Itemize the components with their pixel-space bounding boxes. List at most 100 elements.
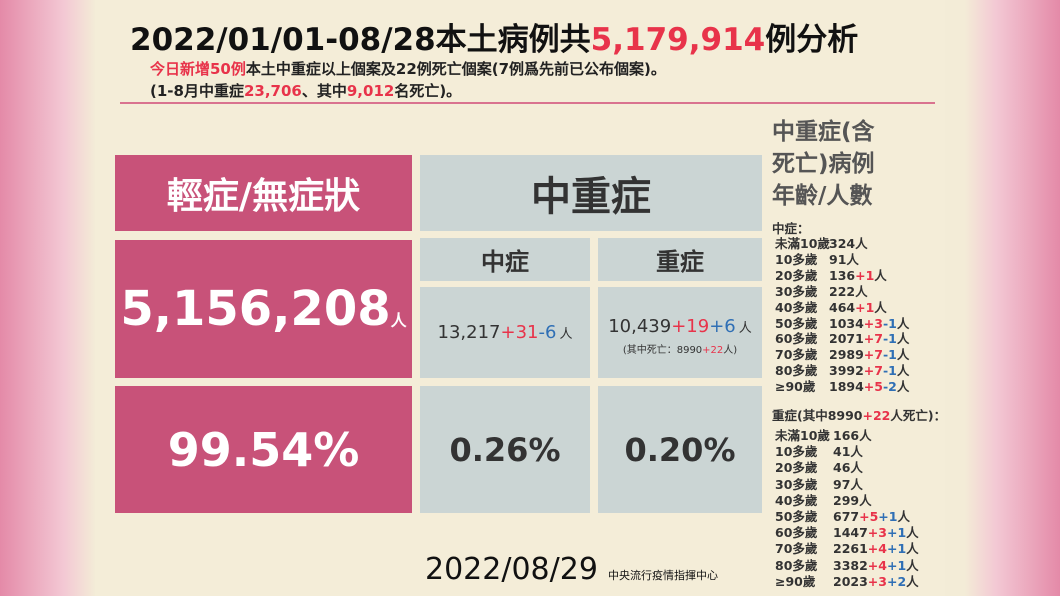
text-part: +1 bbox=[855, 267, 875, 283]
age-row: ≥90歲 1894+5-2人 bbox=[775, 376, 909, 395]
age-row: 60多歲 2071+7-1人 bbox=[775, 328, 909, 347]
age-row: 50多歲 1034+3-1人 bbox=[775, 313, 909, 332]
severe-count: 10,439+19+6 人 (其中死亡：8990+22人) bbox=[598, 287, 762, 378]
count: 91人 bbox=[829, 252, 859, 267]
text-part: 人 bbox=[896, 347, 910, 363]
age-row: 10多歲 91人 bbox=[775, 249, 859, 268]
organization: 中央流行疫情指揮中心 bbox=[608, 569, 718, 582]
age: ≥90歲 bbox=[775, 573, 816, 589]
count-part: +6 bbox=[709, 315, 736, 337]
age-row: 未滿10歲 166人 bbox=[775, 425, 872, 444]
count: 222人 bbox=[829, 284, 868, 299]
text-part: 3992 bbox=[829, 363, 864, 379]
text-part: 人 bbox=[874, 299, 887, 315]
subtitle-part: 9,012 bbox=[346, 82, 395, 100]
text-part: +7 bbox=[863, 347, 883, 363]
age: ≥90歲 bbox=[775, 379, 816, 395]
text-part: -1 bbox=[882, 315, 897, 331]
text-part: 人 bbox=[896, 379, 910, 395]
text-part: 299人 bbox=[833, 492, 872, 508]
count: 1034+3-1人 bbox=[829, 316, 909, 331]
date: 2022/08/29 bbox=[425, 552, 598, 587]
age: 40多歲 bbox=[775, 299, 818, 315]
side-heading: 中重症(含 死亡)病例 年齡/人數 bbox=[772, 116, 875, 212]
text-part: 1447 bbox=[833, 525, 868, 541]
moderate-count: 13,217 +31 -6 人 bbox=[420, 287, 590, 378]
text-part: -1 bbox=[882, 347, 897, 363]
count: 2261+4+1人 bbox=[833, 541, 919, 556]
group-label: 重症(其中8990+22人死亡)： bbox=[772, 405, 946, 424]
count: 3992+7-1人 bbox=[829, 363, 909, 378]
count: 1447+3+1人 bbox=[833, 525, 919, 540]
col-header: 中症 bbox=[420, 238, 590, 281]
note: (其中死亡：8990+22人) bbox=[623, 341, 737, 356]
age: 50多歲 bbox=[775, 315, 818, 331]
age-row: 80多歲 3992+7-1人 bbox=[775, 360, 909, 379]
text-part: +3 bbox=[863, 315, 883, 331]
text-part: 464 bbox=[829, 299, 856, 315]
count: 324人 bbox=[829, 236, 868, 251]
mild-count: 5,156,208 人 bbox=[115, 240, 412, 378]
text-part: 人 bbox=[896, 363, 910, 379]
subtitle: 今日新增50例本土中重症以上個案及22例死亡個案(7例爲先前已公布個案)。 bbox=[150, 58, 666, 79]
text-part: 2261 bbox=[833, 541, 868, 557]
age-row: 70多歲 2989+7-1人 bbox=[775, 344, 909, 363]
mild-percent: 99.54% bbox=[115, 386, 412, 513]
text-part: +1 bbox=[886, 541, 907, 557]
text-part: +7 bbox=[863, 363, 883, 379]
count: 136+1人 bbox=[829, 268, 887, 283]
text-part: +1 bbox=[886, 525, 907, 541]
mild-header: 輕症/無症狀 bbox=[115, 155, 412, 231]
text-part: 46人 bbox=[833, 460, 863, 476]
age: 30多歲 bbox=[775, 283, 818, 299]
age-row: 30多歲 222人 bbox=[775, 281, 868, 300]
age-row: 70多歲 2261+4+1人 bbox=[775, 538, 919, 557]
moderate-percent: 0.26% bbox=[420, 386, 590, 513]
text-part: -1 bbox=[882, 363, 897, 379]
subtitle-part: 23,706 bbox=[243, 82, 302, 100]
note-part: +22 bbox=[702, 344, 724, 356]
age: 50多歲 bbox=[775, 509, 818, 524]
text-part: 2989 bbox=[829, 347, 864, 363]
count: 10,439+19+6 人 bbox=[608, 316, 752, 337]
severe-percent: 0.20% bbox=[598, 386, 762, 513]
count-part: 10,439 bbox=[608, 315, 672, 337]
count-part: 人 bbox=[559, 327, 573, 342]
age: 20多歲 bbox=[775, 460, 818, 476]
count: 299人 bbox=[833, 493, 872, 508]
note-part: 人) bbox=[723, 344, 738, 356]
title-part: 2022/01/01-08/28本土病例共 bbox=[130, 22, 591, 58]
age: 80多歲 bbox=[775, 557, 818, 573]
count-part: -6 bbox=[538, 322, 557, 343]
age-row: ≥90歲 2023+3+2人 bbox=[775, 571, 919, 590]
subtitle-part: 名死亡)。 bbox=[394, 82, 462, 100]
text-part: 136 bbox=[829, 267, 856, 283]
count: 3382+4+1人 bbox=[833, 558, 919, 573]
age: 60多歲 bbox=[775, 331, 818, 347]
text-part: 人 bbox=[896, 331, 910, 347]
count: 2071+7-1人 bbox=[829, 331, 909, 346]
age-row: 30多歲 97人 bbox=[775, 474, 863, 493]
age-row: 50多歲 677+5+1人 bbox=[775, 506, 910, 525]
text-part: 人 bbox=[896, 315, 910, 331]
text-part: 人 bbox=[906, 557, 919, 573]
age: 40多歲 bbox=[775, 492, 818, 508]
count-part: +19 bbox=[671, 315, 710, 337]
text-part: 41人 bbox=[833, 444, 863, 460]
count-part: +31 bbox=[500, 322, 539, 343]
count-part: 人 bbox=[738, 320, 752, 336]
age: 60多歲 bbox=[775, 525, 818, 541]
text-part: +5 bbox=[863, 379, 883, 395]
text-part: 人 bbox=[906, 541, 919, 557]
text-part: 人 bbox=[906, 525, 919, 541]
subtitle-part: 今日新增50例 bbox=[150, 60, 246, 78]
text-part: +1 bbox=[886, 557, 907, 573]
text-part: -1 bbox=[882, 331, 897, 347]
text-part: 人 bbox=[897, 509, 910, 524]
title-part: 例分析 bbox=[765, 22, 859, 58]
text-part: 2023 bbox=[833, 573, 868, 589]
age: 80多歲 bbox=[775, 363, 818, 379]
count: 2023+3+2人 bbox=[833, 574, 919, 589]
divider bbox=[120, 102, 935, 104]
